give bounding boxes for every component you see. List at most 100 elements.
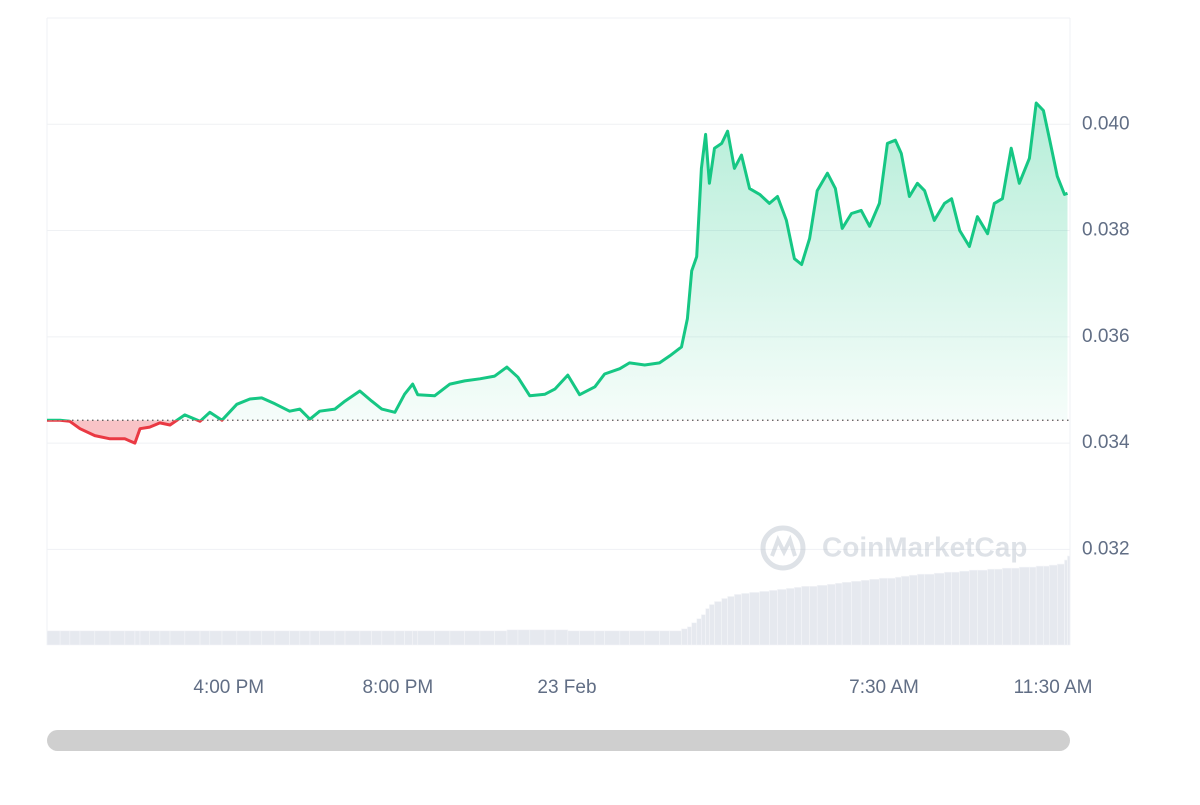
volume-bar xyxy=(59,630,71,646)
volume-bar xyxy=(46,630,61,646)
volume-bar xyxy=(449,630,465,646)
volume-bar xyxy=(529,629,546,646)
volume-bar xyxy=(417,630,435,646)
volume-bar xyxy=(835,583,843,646)
volume-bar xyxy=(567,630,580,646)
y-tick-label: 0.036 xyxy=(1082,326,1130,347)
x-tick-label: 7:30 AM xyxy=(849,677,919,698)
volume-bar xyxy=(359,630,372,646)
volume-bar xyxy=(644,630,660,646)
x-tick-label: 11:30 AM xyxy=(1014,677,1093,698)
volume-bar xyxy=(1064,559,1068,646)
volume-bar xyxy=(94,630,111,646)
volume-bar xyxy=(579,630,596,646)
volume-bar xyxy=(506,629,519,646)
volume-bar xyxy=(124,630,136,646)
volume-bar xyxy=(209,630,223,646)
volume-bar xyxy=(895,576,902,646)
volume-bar xyxy=(917,573,925,646)
x-tick-label: 4:00 PM xyxy=(193,677,264,698)
y-tick-label: 0.032 xyxy=(1082,538,1130,559)
volume-bar xyxy=(659,630,670,646)
volume-bar xyxy=(759,591,770,646)
volume-bar xyxy=(274,630,290,646)
volume-bar xyxy=(159,630,171,646)
volume-bar xyxy=(727,596,735,646)
volume-bar xyxy=(199,630,211,646)
volume-bar xyxy=(794,587,802,646)
volume-bar xyxy=(1018,566,1030,646)
volume-bar xyxy=(741,593,750,646)
volume-bar xyxy=(236,630,251,646)
volume-bar xyxy=(149,630,161,646)
volume-bar xyxy=(1010,567,1020,646)
volume-bar xyxy=(594,630,605,646)
volume-bar xyxy=(1002,567,1012,646)
volume-bar xyxy=(801,586,810,646)
volume-bar xyxy=(994,568,1003,646)
volume-bar xyxy=(714,601,722,646)
volume-bar xyxy=(769,590,778,646)
volume-bar xyxy=(987,568,995,646)
volume-bar xyxy=(851,580,862,646)
volume-bar xyxy=(749,592,761,646)
volume-bar xyxy=(394,630,405,646)
volume-bar xyxy=(869,578,880,646)
volume-bar xyxy=(809,586,818,646)
volume-bar xyxy=(184,630,201,646)
volume-bar xyxy=(249,630,263,646)
volume-bar xyxy=(79,630,96,646)
volume-bar xyxy=(261,630,276,646)
volume-bar xyxy=(709,604,715,646)
volume-bar xyxy=(619,630,630,646)
volume-bar xyxy=(816,585,828,646)
volume-bar xyxy=(977,569,988,646)
volume-bar xyxy=(951,571,960,646)
volume-bar xyxy=(786,588,795,646)
volume-bar xyxy=(221,630,238,646)
volume-bar xyxy=(681,628,688,646)
volume-bar xyxy=(1035,565,1044,646)
volume-bar xyxy=(777,589,787,646)
volume-bar xyxy=(887,577,896,646)
scrollbar[interactable] xyxy=(47,730,1070,751)
volume-bar xyxy=(879,577,888,646)
volume-bar xyxy=(517,629,531,646)
volume-bar xyxy=(696,618,702,646)
volume-bar xyxy=(139,630,151,646)
volume-bar xyxy=(554,629,569,646)
volume-bar xyxy=(1067,555,1071,646)
volume-bar xyxy=(721,598,728,646)
volume-bar xyxy=(494,630,508,646)
y-tick-label: 0.040 xyxy=(1082,113,1130,134)
volume-bar xyxy=(827,584,836,646)
volume-bar xyxy=(909,574,918,646)
volume-bar xyxy=(169,630,186,646)
volume-bar xyxy=(309,630,320,646)
volume-bar xyxy=(1043,565,1050,646)
volume-bar xyxy=(705,608,710,646)
volume-bar xyxy=(464,630,481,646)
volume-bar xyxy=(334,630,346,646)
volume-bar xyxy=(134,630,141,646)
volume-bar xyxy=(299,630,311,646)
volume-bar xyxy=(109,630,126,646)
volume-bar xyxy=(344,630,361,646)
volume-bar xyxy=(687,626,692,646)
volume-bar xyxy=(1048,564,1058,646)
volume-bar xyxy=(381,630,396,646)
volume-bar xyxy=(404,630,413,646)
volume-bar xyxy=(959,570,970,646)
volume-bar xyxy=(629,630,646,646)
volume-bar xyxy=(289,630,301,646)
x-tick-label: 23 Feb xyxy=(537,677,596,698)
area-down xyxy=(60,420,202,444)
volume-bar xyxy=(691,622,698,646)
area-up xyxy=(47,103,1068,421)
volume-bar xyxy=(434,630,451,646)
volume-bar xyxy=(934,572,945,646)
volume-bar xyxy=(944,571,952,646)
volume-bar xyxy=(860,579,870,646)
